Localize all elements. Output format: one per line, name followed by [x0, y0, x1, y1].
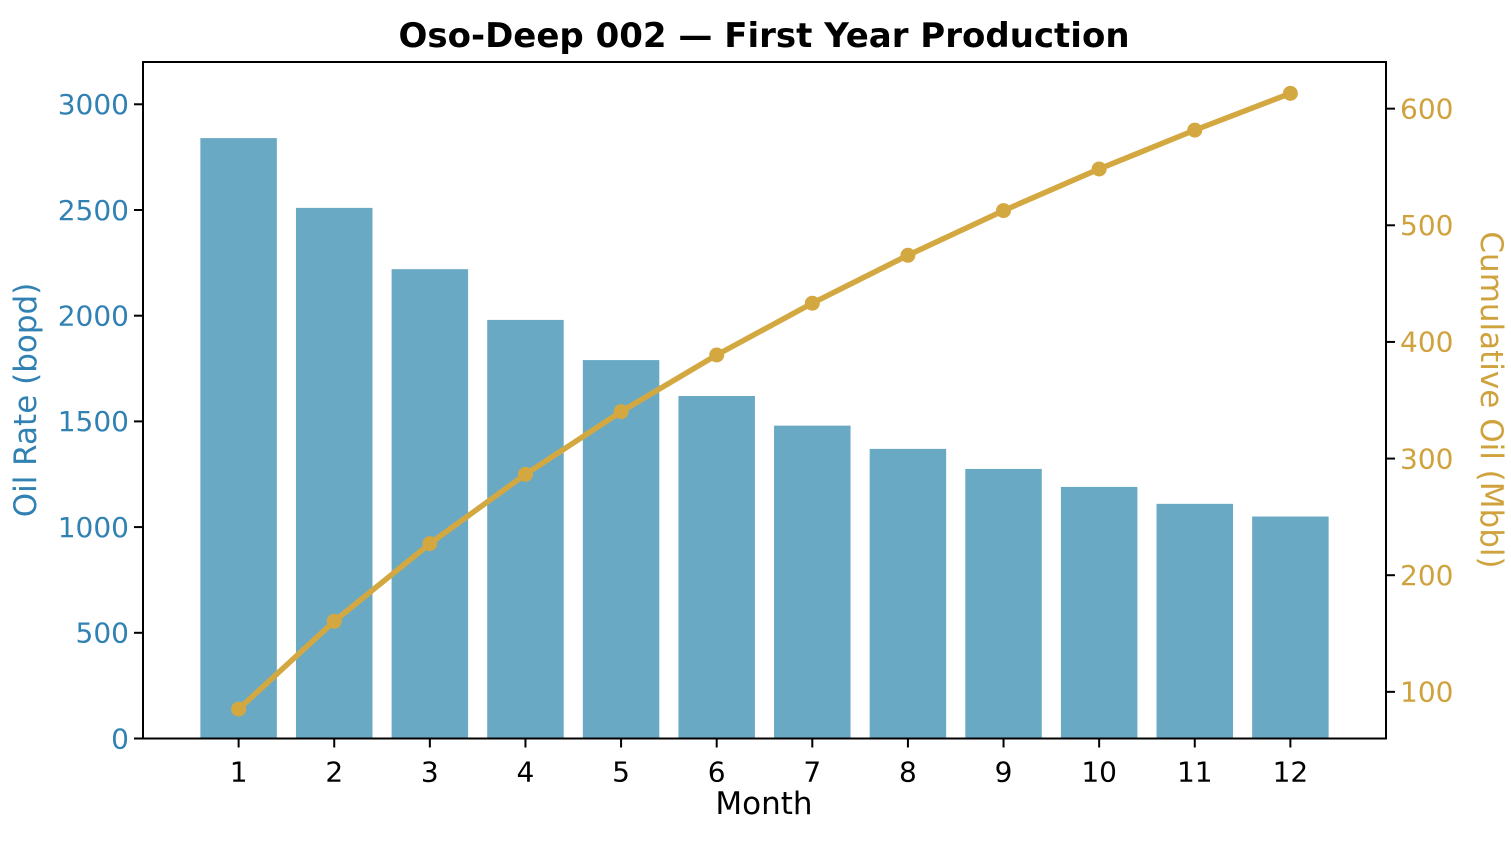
bar-month-9 — [965, 468, 1042, 739]
right-y-axis-label: Cumulative Oil (Mbbl) — [1473, 231, 1509, 568]
cumulative-point-5 — [613, 404, 629, 420]
x-tick-label-12: 12 — [1273, 756, 1309, 789]
y-right-tick-label-200: 200 — [1400, 559, 1453, 592]
y-left-tick-label-1000: 1000 — [58, 511, 129, 544]
x-tick-label-10: 10 — [1081, 756, 1117, 789]
bars-layer — [200, 138, 1329, 739]
x-tick-label-11: 11 — [1177, 756, 1213, 789]
y-right-tick-label-600: 600 — [1400, 92, 1453, 125]
cumulative-point-1 — [231, 701, 247, 717]
y-right-tick-label-300: 300 — [1400, 442, 1453, 475]
y-left-tick-label-0: 0 — [111, 722, 129, 755]
cumulative-point-6 — [709, 347, 725, 363]
cumulative-point-10 — [1091, 161, 1107, 177]
cumulative-line — [235, 90, 1294, 712]
x-tick-label-7: 7 — [803, 756, 821, 789]
bar-month-12 — [1252, 516, 1329, 739]
y-right-tick-label-400: 400 — [1400, 326, 1453, 359]
x-tick-label-5: 5 — [612, 756, 630, 789]
y-left-tick-label-2000: 2000 — [58, 299, 129, 332]
y-left-tick-label-1500: 1500 — [58, 405, 129, 438]
chart-title: Oso-Deep 002 — First Year Production — [398, 16, 1129, 56]
cumulative-point-8 — [900, 247, 916, 263]
y-left-tick-label-2500: 2500 — [58, 194, 129, 227]
bar-month-6 — [678, 396, 755, 739]
bar-month-5 — [582, 360, 660, 739]
x-tick-label-1: 1 — [230, 756, 248, 789]
bar-month-8 — [869, 448, 947, 739]
cumulative-point-3 — [422, 536, 438, 552]
cumulative-point-12 — [1282, 85, 1298, 101]
x-axis-label: Month — [715, 786, 812, 822]
plot-border — [142, 61, 1387, 740]
axes-layer: 0 500 1000 1500 2000 2500 3000 100 200 300 400 500 6… — [58, 61, 1453, 789]
bar-month-11 — [1156, 503, 1234, 739]
x-tick-label-3: 3 — [421, 756, 439, 789]
cumulative-point-4 — [517, 466, 533, 482]
y-right-tick-label-500: 500 — [1400, 209, 1453, 242]
bar-month-3 — [391, 269, 469, 739]
y-right-tick-label-100: 100 — [1400, 676, 1453, 709]
cumulative-point-11 — [1187, 122, 1203, 138]
left-y-axis-label: Oil Rate (bopd) — [8, 283, 44, 518]
bar-month-2 — [295, 207, 373, 739]
x-tick-label-6: 6 — [708, 756, 726, 789]
x-tick-label-9: 9 — [995, 756, 1013, 789]
bar-month-10 — [1060, 486, 1138, 739]
x-tick-label-4: 4 — [517, 756, 535, 789]
cumulative-point-7 — [804, 295, 820, 311]
bar-month-7 — [774, 425, 851, 739]
x-tick-label-8: 8 — [899, 756, 917, 789]
x-tick-label-2: 2 — [325, 756, 343, 789]
bar-month-4 — [487, 319, 564, 739]
y-left-tick-label-500: 500 — [76, 617, 129, 650]
bar-month-1 — [200, 138, 277, 739]
cumulative-line-layer — [231, 85, 1298, 717]
cumulative-point-9 — [996, 203, 1012, 219]
y-left-tick-label-3000: 3000 — [58, 88, 129, 121]
cumulative-point-2 — [326, 613, 342, 629]
